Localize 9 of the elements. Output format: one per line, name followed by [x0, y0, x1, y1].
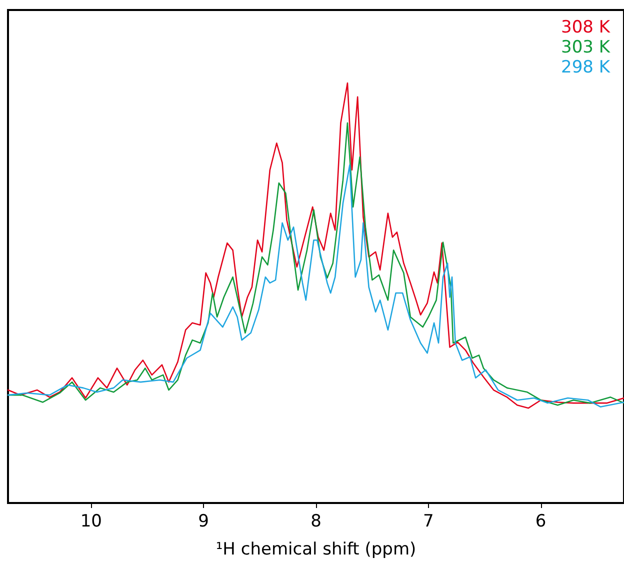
- x-tick-label: 10: [80, 512, 102, 532]
- x-tick-label: 7: [422, 512, 434, 532]
- x-tick-label: 6: [535, 512, 546, 532]
- x-tick-label: 8: [310, 512, 322, 532]
- text: 308 K: [561, 18, 611, 38]
- text: 298 K: [561, 58, 611, 78]
- x-axis-title: ¹H chemical shift (ppm): [216, 540, 416, 560]
- text: 303 K: [561, 38, 611, 58]
- x-tick-label: 9: [198, 512, 210, 532]
